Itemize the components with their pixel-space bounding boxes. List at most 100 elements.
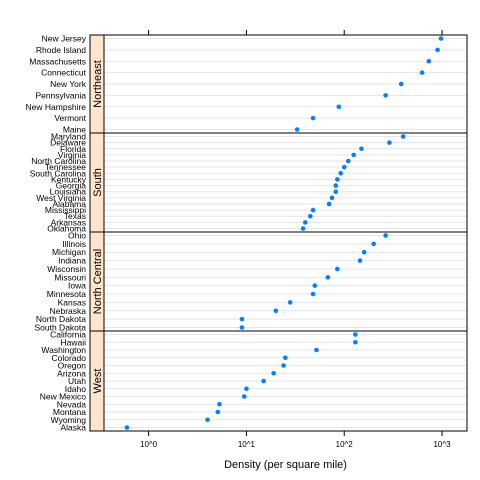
state-label: Georgia [56,181,87,191]
state-label: Delaware [50,138,86,148]
state-label: Michigan [52,247,86,257]
data-point [312,283,318,288]
data-point [205,417,210,423]
state-label: Montana [53,407,86,417]
state-label: Pennsylvania [35,90,86,100]
state-label: New Hampshire [26,102,87,112]
data-point [310,115,316,121]
state-label: North Dakota [36,314,86,324]
state-label: Oklahoma [47,224,86,234]
data-point [383,233,388,238]
data-point [287,300,293,305]
state-label: Minnesota [47,289,86,299]
panel-strip-label: Northeast [92,60,104,108]
state-label: Colorado [52,353,87,363]
data-point [261,378,266,384]
x-axis-title: Density (per square mile) [224,459,347,471]
data-point [353,332,358,337]
state-label: Missouri [54,272,86,282]
data-point [273,308,279,314]
data-point [345,158,351,164]
data-point [435,47,440,53]
state-label: Connecticut [41,68,87,78]
state-label: Kansas [58,297,86,307]
data-point [333,189,339,194]
state-label: New York [50,79,87,89]
plot-frame [89,34,468,432]
data-point [271,370,276,376]
data-point [283,355,288,361]
x-tick-label: 10^2 [336,440,354,449]
data-point [333,183,339,188]
data-point [371,241,376,247]
data-point [244,386,249,392]
data-point [310,207,316,213]
panel-strip-label: South [92,168,104,197]
state-label: Massachusetts [29,56,86,66]
state-label: Oregon [58,361,87,371]
data-point [357,258,363,263]
state-label: Arkansas [51,217,86,227]
state-label: Wyoming [51,415,87,425]
state-label: Washington [41,345,86,355]
state-label: Kentucky [51,174,87,184]
data-point [329,195,335,201]
data-point [361,249,367,255]
state-label: Nevada [57,399,87,409]
state-label: Vermont [54,113,86,123]
state-label: Tennessee [45,162,86,172]
state-label: South Dakota [34,323,86,333]
state-label: Alabama [52,199,86,209]
data-point [438,36,444,41]
data-point [239,325,245,330]
data-point [335,177,340,182]
state-label: Florida [60,144,86,154]
data-point [335,266,340,272]
state-label: Louisiana [50,187,87,197]
panel-strip-label: North Central [92,249,104,314]
state-label: Nebraska [50,306,87,316]
data-point [341,164,347,170]
x-tick-label: 10^1 [238,440,256,449]
state-label: Mississippi [45,205,86,215]
state-label: Iowa [68,281,86,291]
data-point [302,220,308,225]
data-point [294,127,300,132]
state-label: Texas [64,211,86,221]
data-point [353,339,358,345]
data-point [215,409,221,415]
state-label: Maine [63,125,86,135]
data-point [325,275,331,280]
state-label: Illinois [62,239,86,249]
state-label: Utah [68,376,86,386]
state-label: California [50,330,86,340]
data-point [307,213,313,219]
state-label: Indiana [58,256,86,266]
x-tick-label: 10^0 [140,440,158,449]
state-label: Virginia [58,150,86,160]
state-label: Arizona [57,368,86,378]
data-point [314,347,319,353]
state-label: West Virginia [36,193,86,203]
data-point [383,93,388,98]
data-point [310,291,316,297]
data-point [239,316,245,322]
data-point [241,394,247,399]
data-point [398,81,404,87]
data-point [217,401,222,407]
state-label: Ohio [68,231,86,241]
state-label: South Carolina [30,168,87,178]
state-label: New Jersey [42,34,87,44]
state-label: North Carolina [31,156,86,166]
x-tick-label: 10^3 [433,440,451,449]
state-label: Hawaii [60,337,86,347]
state-label: Idaho [65,384,87,394]
state-label: Alaska [60,423,86,433]
state-label: Maryland [51,132,86,142]
panel-strip-label: West [92,369,104,394]
data-point [400,134,406,139]
data-point [326,201,332,207]
data-point [300,226,306,231]
